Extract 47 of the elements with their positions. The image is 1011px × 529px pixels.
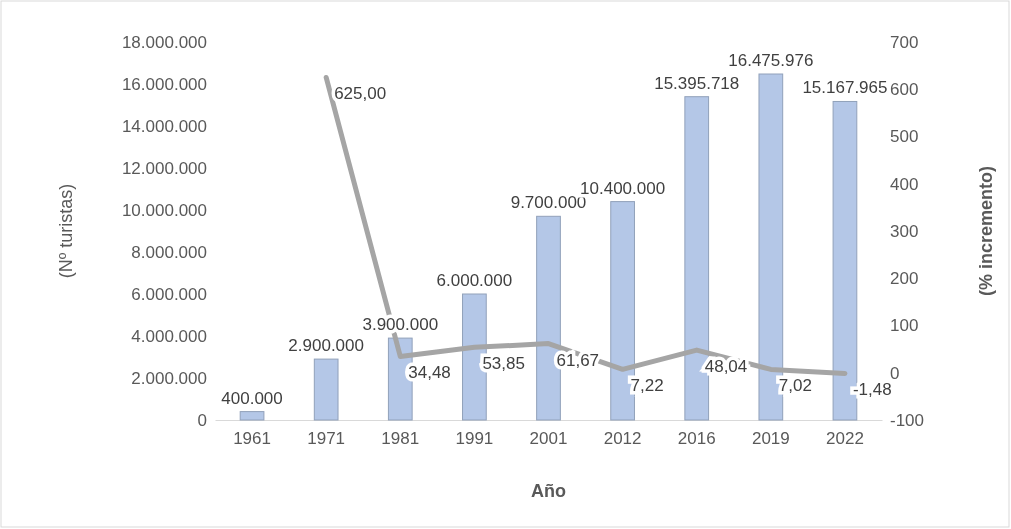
data-label: 53,85 xyxy=(482,354,525,374)
data-label: 61,67 xyxy=(556,350,600,370)
y2-tick-label: 300 xyxy=(890,221,919,241)
y-tick-label: 14.000.000 xyxy=(121,116,207,136)
y2-axis-title: (% incremento) xyxy=(976,165,996,297)
x-tick-label: 1961 xyxy=(233,429,271,449)
y2-tick-label: 600 xyxy=(890,80,919,100)
x-tick-label: 2001 xyxy=(529,429,568,449)
y-axis-title: (Nº turistas) xyxy=(56,183,76,279)
x-axis-title: Año xyxy=(531,481,566,501)
data-label: 2.900.000 xyxy=(288,336,364,356)
y-tick-label: 10.000.000 xyxy=(121,200,207,220)
bar xyxy=(239,411,265,421)
bar xyxy=(313,358,339,421)
data-label: -1,48 xyxy=(852,380,892,400)
y-tick-label: 18.000.000 xyxy=(121,32,207,52)
data-label: 15.395.718 xyxy=(654,73,740,93)
x-tick-label: 2012 xyxy=(603,429,642,449)
y-tick-label: 6.000.000 xyxy=(131,284,207,304)
y-tick-label: 4.000.000 xyxy=(131,326,207,346)
data-label: 6.000.000 xyxy=(436,271,513,290)
x-tick-label: 2022 xyxy=(826,429,864,449)
y2-tick-label: 200 xyxy=(890,269,919,289)
y2-tick-label: 700 xyxy=(890,32,919,52)
y-tick-label: 2.000.000 xyxy=(131,368,207,388)
y-tick-label: 12.000.000 xyxy=(121,158,207,178)
data-label: 16.475.976 xyxy=(728,51,814,70)
data-label: 15.167.965 xyxy=(802,78,888,98)
data-label: 34,48 xyxy=(408,363,451,383)
y-tick-label: 16.000.000 xyxy=(121,74,207,94)
y2-tick-label: 400 xyxy=(890,174,919,194)
data-label: 625,00 xyxy=(334,84,387,104)
y-tick-label: 0 xyxy=(197,410,207,430)
y2-tick-label: 100 xyxy=(890,316,919,336)
data-label: 48,04 xyxy=(704,357,748,377)
y-tick-label: 8.000.000 xyxy=(131,242,207,262)
x-tick-label: 1981 xyxy=(381,429,420,449)
data-label: 7,02 xyxy=(778,376,812,396)
y2-tick-label: 500 xyxy=(890,127,919,147)
y2-tick-label: 0 xyxy=(890,363,900,383)
x-tick-label: 2016 xyxy=(677,429,716,449)
data-label: 3.900.000 xyxy=(362,315,439,335)
y2-tick-label: -100 xyxy=(890,410,925,430)
x-tick-label: 1991 xyxy=(455,429,494,449)
x-tick-label: 1971 xyxy=(307,429,346,449)
data-label: 400.000 xyxy=(221,388,283,408)
x-tick-label: 2019 xyxy=(751,429,790,449)
